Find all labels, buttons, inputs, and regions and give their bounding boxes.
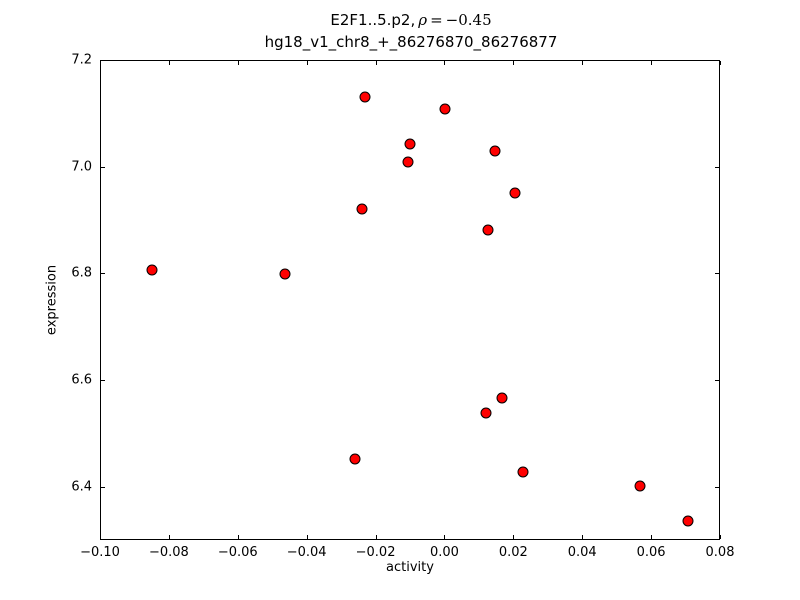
x-tick-label: 0.06 <box>636 545 666 560</box>
y-tick-label: 6.8 <box>71 265 92 281</box>
data-point <box>146 264 158 276</box>
rho-value: −0.45 <box>445 11 492 29</box>
data-point <box>496 392 508 404</box>
y-tick-mark <box>715 380 719 381</box>
data-point <box>489 145 501 157</box>
x-tick-mark <box>306 535 308 539</box>
x-tick-mark <box>513 535 515 539</box>
x-tick-label: 0.00 <box>429 545 459 560</box>
data-point <box>356 203 368 215</box>
x-tick-mark <box>651 535 653 539</box>
chart-title: E2F1..5.p2, ρ = −0.45 <box>100 11 722 29</box>
chart-title-text: E2F1..5.p2, <box>330 11 416 29</box>
x-tick-mark <box>237 535 239 539</box>
data-point <box>634 480 646 492</box>
data-point <box>402 156 414 168</box>
x-tick-label: 0.02 <box>498 545 528 560</box>
data-point <box>279 268 291 280</box>
y-tick-mark <box>101 380 105 381</box>
y-tick-label: 7.0 <box>71 159 92 175</box>
y-tick-mark <box>715 486 719 488</box>
data-point <box>509 187 521 199</box>
x-tick-mark <box>513 61 515 65</box>
x-tick-label: −0.06 <box>217 545 258 560</box>
x-tick-mark <box>100 61 101 65</box>
equals-sign: = <box>430 11 443 29</box>
x-tick-label: −0.10 <box>80 545 120 560</box>
data-point <box>482 224 494 236</box>
x-tick-mark <box>582 535 584 539</box>
x-tick-mark <box>306 61 308 65</box>
data-point <box>480 407 492 419</box>
rho-symbol: ρ <box>418 11 428 29</box>
y-tick-mark <box>715 273 719 275</box>
data-point <box>359 91 371 103</box>
x-tick-label: −0.04 <box>286 545 327 560</box>
data-point <box>404 138 416 150</box>
y-tick-label: 6.4 <box>71 479 92 495</box>
data-point <box>517 466 529 478</box>
plot-area <box>100 60 720 540</box>
data-point <box>349 453 361 465</box>
x-tick-label: −0.02 <box>355 545 396 560</box>
y-tick-mark <box>101 273 105 275</box>
x-tick-label: −0.08 <box>148 545 189 560</box>
y-tick-mark <box>101 486 105 488</box>
x-tick-mark <box>375 535 377 539</box>
x-tick-mark <box>582 61 584 65</box>
data-point <box>682 515 694 527</box>
x-tick-mark <box>237 61 239 65</box>
x-tick-mark <box>168 535 170 539</box>
x-axis-label: activity <box>386 560 434 575</box>
x-tick-mark <box>720 61 721 65</box>
x-tick-mark <box>444 535 446 539</box>
y-tick-mark <box>101 60 105 61</box>
y-tick-label: 7.2 <box>71 52 92 68</box>
chart-subtitle: hg18_v1_chr8_+_86276870_86276877 <box>264 33 558 51</box>
data-point <box>439 103 451 115</box>
y-tick-mark <box>101 166 105 168</box>
x-tick-mark <box>375 61 377 65</box>
x-tick-mark <box>100 535 101 539</box>
x-tick-mark <box>651 61 653 65</box>
y-tick-label: 6.6 <box>71 372 92 388</box>
y-tick-mark <box>715 60 719 61</box>
x-tick-mark <box>168 61 170 65</box>
x-tick-mark <box>720 535 721 539</box>
x-tick-mark <box>444 61 446 65</box>
x-tick-label: 0.04 <box>567 545 597 560</box>
x-tick-label: 0.08 <box>705 545 735 560</box>
y-tick-mark <box>715 166 719 168</box>
